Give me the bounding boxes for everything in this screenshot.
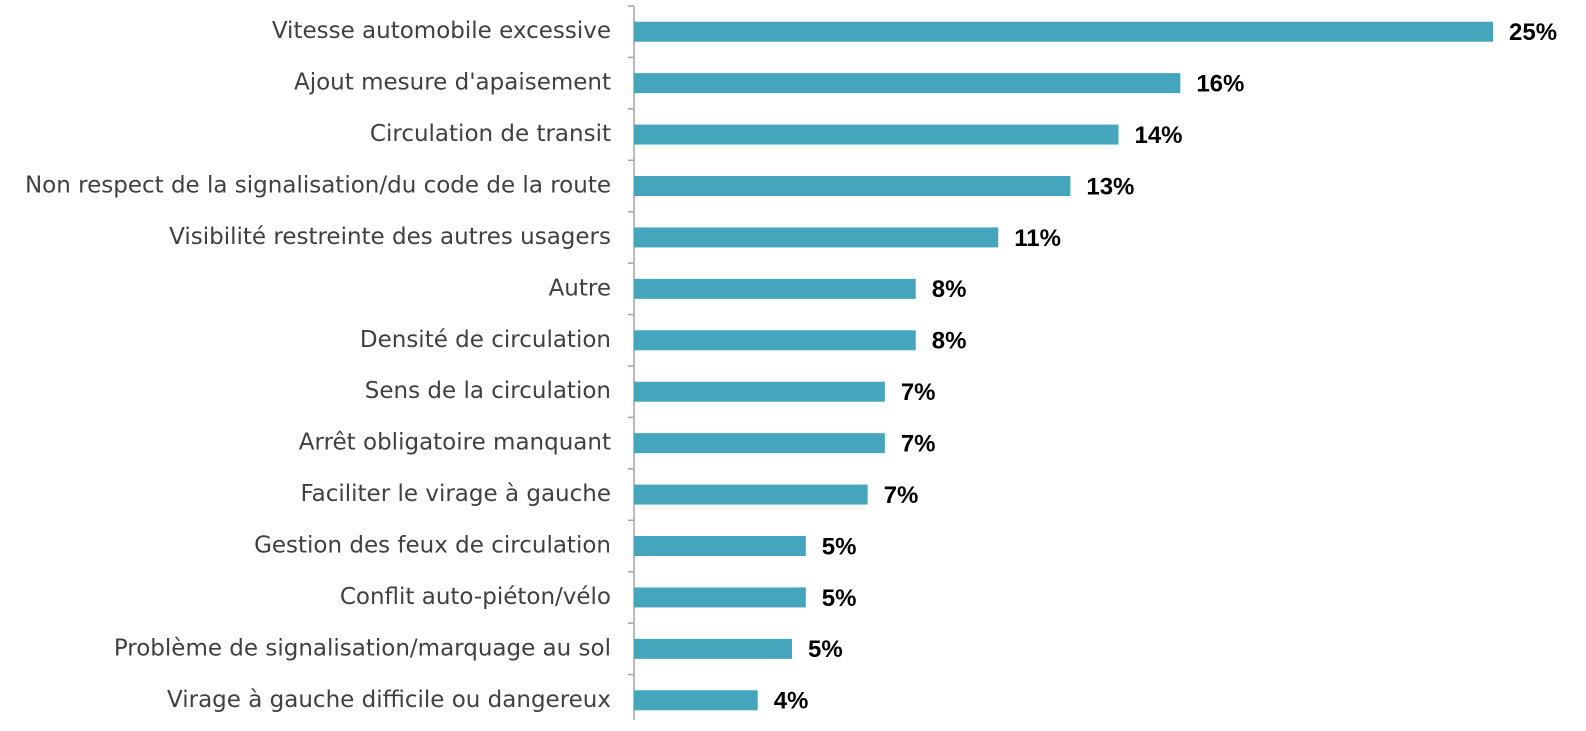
category-label: Non respect de la signalisation/du code … — [25, 173, 611, 199]
bar — [634, 690, 758, 711]
category-label: Faciliter le virage à gauche — [301, 481, 611, 507]
category-label: Densité de circulation — [360, 327, 611, 353]
bar — [634, 433, 885, 454]
bar — [634, 381, 885, 402]
value-label: 7% — [884, 482, 919, 509]
value-label: 14% — [1134, 122, 1182, 149]
category-label: Vitesse automobile excessive — [272, 18, 611, 44]
bar — [634, 330, 916, 351]
category-label: Autre — [549, 275, 611, 301]
category-label: Arrêt obligatoire manquant — [299, 430, 611, 456]
value-label: 11% — [1014, 225, 1061, 252]
bar — [634, 227, 999, 248]
value-label: 5% — [822, 533, 857, 560]
bar — [634, 124, 1119, 145]
bar — [634, 587, 806, 608]
bar — [634, 484, 868, 505]
category-label: Virage à gauche difficile ou dangereux — [167, 687, 611, 713]
value-label: 4% — [774, 688, 809, 715]
value-label: 7% — [901, 379, 936, 406]
bar — [634, 21, 1493, 42]
category-label: Problème de signalisation/marquage au so… — [114, 635, 611, 661]
bar — [634, 278, 916, 299]
value-label: 5% — [822, 585, 857, 612]
value-label: 25% — [1509, 19, 1557, 46]
value-label: 5% — [808, 636, 843, 663]
category-label: Ajout mesure d'apaisement — [294, 70, 611, 96]
value-label: 8% — [932, 276, 967, 303]
bar — [634, 176, 1071, 196]
category-label: Circulation de transit — [370, 121, 611, 147]
value-label: 8% — [932, 328, 967, 355]
category-label: Gestion des feux de circulation — [254, 533, 611, 559]
category-label: Sens de la circulation — [365, 378, 611, 404]
value-label: 13% — [1086, 173, 1134, 200]
bar — [634, 638, 793, 659]
value-label: 7% — [901, 430, 936, 457]
bar — [634, 536, 806, 556]
bar — [634, 73, 1181, 94]
category-label: Conflit auto-piéton/vélo — [340, 584, 611, 610]
category-label: Visibilité restreinte des autres usagers — [169, 224, 611, 250]
value-label: 16% — [1196, 70, 1244, 97]
